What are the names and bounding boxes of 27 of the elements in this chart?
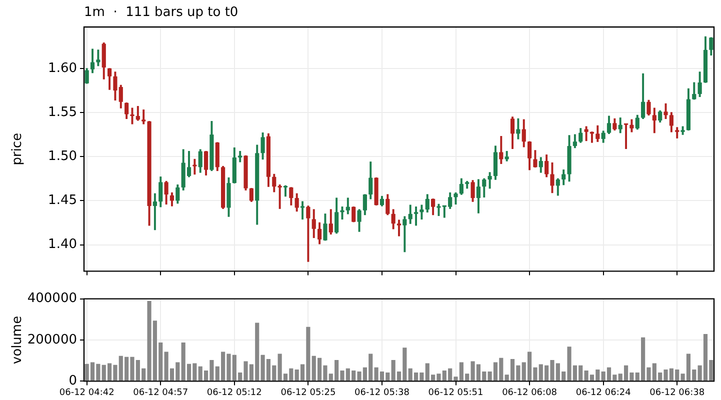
candlestick <box>300 201 305 220</box>
y-tick-label: 1.60 <box>48 60 77 76</box>
candlestick <box>192 158 197 175</box>
y-tick-label: 1.50 <box>48 148 77 164</box>
candlestick <box>624 123 628 149</box>
y-tick-label: 1.45 <box>48 193 77 208</box>
x-tick-label: 06-12 04:42 <box>59 388 114 398</box>
x-tick-label: 06-12 04:57 <box>133 388 188 398</box>
x-tick-label: 06-12 05:38 <box>354 388 410 398</box>
x-tick-label: 06-12 05:51 <box>428 388 484 398</box>
candlestick <box>142 110 146 124</box>
x-tick-label: 06-12 06:08 <box>502 388 558 398</box>
y-tick-label: 1.55 <box>48 104 77 120</box>
candlestick <box>396 220 402 236</box>
x-tick-label: 06-12 06:24 <box>576 388 632 398</box>
chart-title: 1m · 111 bars up to t0 <box>84 5 238 20</box>
x-tick-label: 06-12 05:12 <box>206 388 262 398</box>
x-tick-label: 06-12 06:38 <box>650 388 705 398</box>
y-tick-label: 200000 <box>27 332 77 348</box>
y-axis-title: volume <box>10 316 26 364</box>
y-tick-label: 400000 <box>27 291 77 306</box>
y-axis-title: price <box>10 132 26 166</box>
candlestick <box>278 184 282 209</box>
y-tick-label: 0 <box>68 374 77 389</box>
candlestick <box>414 206 418 226</box>
x-tick-label: 06-12 05:25 <box>280 388 336 398</box>
y-tick-label: 1.40 <box>48 237 77 252</box>
